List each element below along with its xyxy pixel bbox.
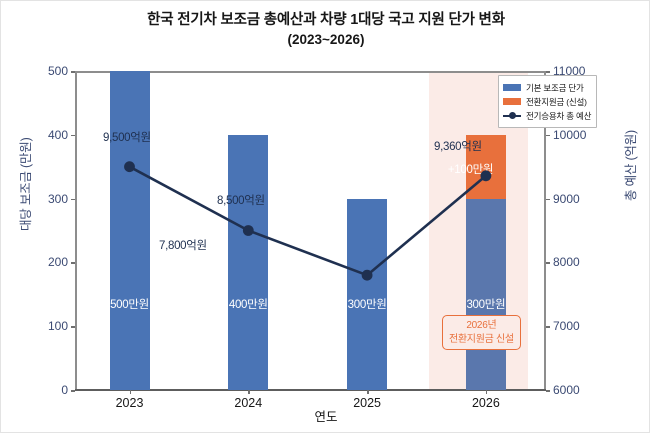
y-left-tick-200: 200 bbox=[47, 255, 68, 270]
y-left-tick-500: 500 bbox=[47, 64, 68, 78]
bar-base-2026[interactable]: 300만원 bbox=[465, 198, 506, 390]
y-right-tick-mark bbox=[546, 198, 550, 201]
chart-title: 한국 전기차 보조금 총예산과 차량 1대당 국고 지원 단가 변화 (2023… bbox=[1, 11, 650, 49]
legend-item-base-subsidy[interactable]: 기본 보조금 단가 bbox=[503, 81, 591, 94]
x-tick-mark bbox=[485, 390, 488, 394]
bar-base-2025[interactable]: 300만원 bbox=[347, 198, 388, 390]
legend-label-transition-subsidy: 전환지원금 (신설) bbox=[526, 96, 587, 107]
budget-line-path bbox=[128, 165, 488, 277]
y-right-tick-9000: 9000 bbox=[553, 191, 580, 206]
legend-label-base-subsidy: 기본 보조금 단가 bbox=[526, 82, 584, 93]
x-tick-mark bbox=[248, 390, 250, 394]
axis-bottom-spine bbox=[75, 389, 546, 391]
legend-line-marker-icon bbox=[503, 111, 521, 120]
y-left-tick-mark bbox=[71, 326, 75, 328]
legend-item-transition-subsidy[interactable]: 전환지원금 (신설) bbox=[503, 95, 591, 108]
x-tick-mark bbox=[367, 390, 369, 394]
y-left-tick-mark bbox=[71, 198, 75, 201]
annotation-2026-transition-subsidy: 2026년 전환지원금 신설 bbox=[442, 315, 521, 350]
y-left-tick-mark bbox=[71, 134, 75, 137]
y-left-tick-300: 300 bbox=[47, 191, 68, 206]
x-tick-mark bbox=[129, 390, 131, 394]
line-value-2023: 9,500억원 bbox=[103, 132, 151, 144]
y-right-tick-10000: 10000 bbox=[553, 127, 587, 142]
line-marker-2025[interactable] bbox=[361, 269, 373, 281]
bar-label-2024: 400만원 bbox=[228, 299, 268, 311]
legend-swatch-blue-icon bbox=[503, 84, 521, 91]
y-left-tick-100: 100 bbox=[47, 319, 68, 334]
annotation-line1: 2026년 bbox=[466, 320, 497, 331]
line-marker-2026[interactable] bbox=[480, 170, 492, 182]
bar-base-2023[interactable]: 500만원 bbox=[109, 71, 150, 390]
bar-label-2025: 300만원 bbox=[347, 299, 387, 311]
y-right-tick-8000: 8000 bbox=[553, 255, 580, 270]
chart-title-line1: 한국 전기차 보조금 총예산과 차량 1대당 국고 지원 단가 변화 bbox=[147, 12, 505, 28]
y-right-tick-7000: 7000 bbox=[553, 319, 580, 334]
legend-item-total-budget[interactable]: 전기승용차 총 예산 bbox=[503, 109, 591, 122]
x-tick-2025: 2025 bbox=[353, 396, 381, 410]
axis-right-spine bbox=[544, 71, 546, 391]
y-right-tick-mark bbox=[546, 326, 550, 328]
bar-base-2024[interactable]: 400만원 bbox=[228, 134, 269, 390]
line-marker-2024[interactable] bbox=[242, 225, 254, 236]
line-value-2025: 7,800억원 bbox=[159, 240, 207, 252]
y-axis-left-label: 대당 보조금 (만원) bbox=[19, 137, 33, 231]
y-right-tick-mark bbox=[546, 262, 550, 264]
line-value-2024: 8,500억원 bbox=[217, 195, 265, 207]
x-tick-2023: 2023 bbox=[115, 396, 144, 410]
y-right-tick-11000: 11000 bbox=[553, 64, 586, 78]
y-right-tick-mark bbox=[546, 134, 550, 137]
legend-label-total-budget: 전기승용차 총 예산 bbox=[526, 110, 592, 121]
x-axis-label: 연도 bbox=[314, 410, 338, 424]
y-right-tick-mark bbox=[546, 390, 550, 392]
bar-label-2023: 500만원 bbox=[110, 299, 149, 311]
y-left-tick-mark bbox=[71, 390, 75, 392]
annotation-line2: 전환지원금 신설 bbox=[449, 333, 514, 345]
chart-title-line2: (2023~2026) bbox=[287, 31, 365, 47]
y-left-tick-0: 0 bbox=[61, 383, 68, 397]
x-tick-2026: 2026 bbox=[471, 396, 500, 410]
bar-label-2026: 300만원 bbox=[466, 299, 506, 311]
chart-legend[interactable]: 기본 보조금 단가 전환지원금 (신설) 전기승용차 총 예산 bbox=[498, 75, 598, 128]
axis-left-spine bbox=[75, 71, 77, 391]
axis-top-spine bbox=[75, 71, 546, 73]
budget-line-series bbox=[124, 161, 492, 281]
y-axis-right-label: 총 예산 (억원) bbox=[624, 130, 638, 201]
y-right-tick-6000: 6000 bbox=[553, 383, 580, 397]
line-value-2026: 9,360억원 bbox=[434, 141, 482, 153]
legend-swatch-orange-icon bbox=[503, 98, 521, 105]
line-marker-2023[interactable] bbox=[124, 161, 135, 173]
x-tick-2024: 2024 bbox=[234, 396, 263, 410]
y-left-tick-mark bbox=[71, 71, 75, 73]
y-left-tick-400: 400 bbox=[47, 127, 68, 142]
y-left-tick-mark bbox=[71, 262, 75, 264]
y-right-tick-mark bbox=[546, 71, 550, 73]
